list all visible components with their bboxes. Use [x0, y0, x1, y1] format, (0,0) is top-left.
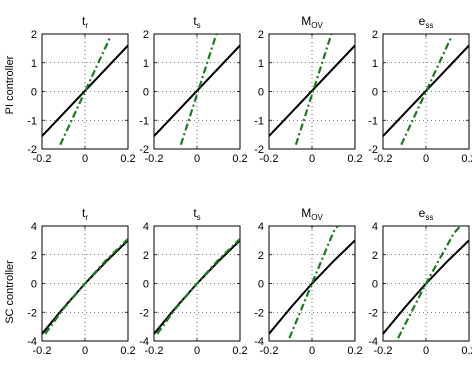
- chart-title: tr: [82, 206, 88, 222]
- panel-0-2: -0.2 0 0.2 -2 -1 0 1 2 MOV: [254, 14, 362, 165]
- series-line-dashdot: [44, 238, 128, 335]
- y-tick-label-3: 2: [143, 250, 149, 262]
- chart-title: ess: [419, 206, 434, 222]
- panels-group: -0.2 0 0.2 -2 -1 0 1 2 tr -0.2 0 0.2 -2 -1 0 1 2 ts -0.2 0 0…: [27, 14, 472, 357]
- y-tick-label-4: 4: [258, 221, 264, 233]
- x-tick-label-2: 0.2: [120, 153, 135, 165]
- row-ylabel-pi: PI controller: [4, 55, 16, 114]
- y-tick-label-2: 0: [258, 87, 264, 99]
- series-line-solid: [269, 44, 355, 137]
- series-line-dashdot: [400, 37, 452, 146]
- y-tick-label-2: 0: [31, 87, 37, 99]
- y-tick-label-3: 1: [143, 58, 149, 70]
- chart-title: ts: [193, 14, 200, 30]
- series-line-solid: [383, 44, 469, 137]
- y-tick-label-4: 2: [31, 29, 37, 41]
- y-tick-label-0: -4: [27, 336, 37, 348]
- y-tick-label-3: 1: [258, 58, 264, 70]
- x-tick-label-1: 0: [423, 345, 429, 357]
- y-tick-label-1: -1: [368, 115, 378, 127]
- x-tick-label-0: -0.2: [374, 345, 393, 357]
- x-tick-label-2: 0.2: [347, 153, 362, 165]
- x-tick-label-1: 0: [194, 153, 200, 165]
- y-tick-label-0: -2: [368, 144, 378, 156]
- x-tick-label-1: 0: [423, 153, 429, 165]
- y-tick-label-1: -2: [139, 307, 149, 319]
- y-tick-label-3: 1: [31, 58, 37, 70]
- series-line-dashdot: [179, 34, 218, 146]
- x-tick-label-1: 0: [82, 345, 88, 357]
- panel-1-3: -0.2 0 0.2 -4 -2 0 2 4 ess: [368, 206, 472, 357]
- x-tick-label-1: 0: [309, 345, 315, 357]
- x-tick-label-2: 0.2: [232, 345, 247, 357]
- panel-0-3: -0.2 0 0.2 -2 -1 0 1 2 ess: [368, 14, 472, 165]
- panel-0-1: -0.2 0 0.2 -2 -1 0 1 2 ts: [139, 14, 247, 165]
- y-tick-label-4: 4: [372, 221, 378, 233]
- panel-1-2: -0.2 0 0.2 -4 -2 0 2 4 MOV: [254, 206, 362, 357]
- y-tick-label-0: -4: [139, 336, 149, 348]
- x-tick-label-1: 0: [82, 153, 88, 165]
- y-tick-label-2: 0: [372, 279, 378, 291]
- row-ylabel-sc: SC controller: [4, 260, 16, 324]
- y-tick-label-0: -4: [368, 336, 378, 348]
- panel-1-0: -0.2 0 0.2 -4 -2 0 2 4 tr: [27, 206, 135, 357]
- series-line-dashdot: [294, 34, 333, 146]
- y-tick-label-0: -2: [27, 144, 37, 156]
- chart-title: tr: [82, 14, 88, 30]
- x-tick-label-2: 0.2: [232, 153, 247, 165]
- y-tick-label-3: 2: [258, 250, 264, 262]
- y-tick-label-4: 4: [143, 221, 149, 233]
- x-tick-label-0: -0.2: [145, 153, 164, 165]
- x-tick-label-2: 0.2: [461, 153, 472, 165]
- x-tick-label-2: 0.2: [120, 345, 135, 357]
- series-line-solid: [42, 44, 128, 137]
- x-tick-label-0: -0.2: [260, 345, 279, 357]
- y-tick-label-1: -1: [139, 115, 149, 127]
- y-tick-label-4: 2: [372, 29, 378, 41]
- y-tick-label-0: -2: [254, 144, 264, 156]
- y-tick-label-1: -2: [27, 307, 37, 319]
- chart-title: MOV: [301, 14, 323, 30]
- series-line-dashdot: [156, 238, 240, 335]
- y-tick-label-1: -1: [254, 115, 264, 127]
- y-tick-label-1: -1: [27, 115, 37, 127]
- series-line-dashdot: [288, 226, 339, 339]
- y-tick-label-4: 2: [258, 29, 264, 41]
- y-tick-label-3: 2: [31, 250, 37, 262]
- chart-title: ess: [419, 14, 434, 30]
- y-tick-label-2: 0: [31, 279, 37, 291]
- x-tick-label-0: -0.2: [374, 153, 393, 165]
- x-tick-label-0: -0.2: [33, 345, 52, 357]
- y-tick-label-0: -2: [139, 144, 149, 156]
- x-tick-label-0: -0.2: [260, 153, 279, 165]
- chart-title: ts: [193, 206, 200, 222]
- series-line-dashdot: [397, 226, 462, 339]
- x-tick-label-0: -0.2: [33, 153, 52, 165]
- x-tick-label-2: 0.2: [347, 345, 362, 357]
- series-line-solid: [269, 239, 355, 335]
- y-tick-label-2: 0: [143, 279, 149, 291]
- y-tick-label-3: 2: [372, 250, 378, 262]
- y-tick-label-4: 4: [31, 221, 37, 233]
- x-tick-label-0: -0.2: [145, 345, 164, 357]
- x-tick-label-2: 0.2: [461, 345, 472, 357]
- chart-title: MOV: [301, 206, 323, 222]
- panel-1-1: -0.2 0 0.2 -4 -2 0 2 4 ts: [139, 206, 247, 357]
- x-tick-label-1: 0: [194, 345, 200, 357]
- y-tick-label-2: 0: [372, 87, 378, 99]
- y-tick-label-3: 1: [372, 58, 378, 70]
- y-tick-label-0: -4: [254, 336, 264, 348]
- series-line-solid: [154, 44, 240, 137]
- y-tick-label-4: 2: [143, 29, 149, 41]
- series-line-dashdot: [59, 37, 111, 146]
- panel-0-0: -0.2 0 0.2 -2 -1 0 1 2 tr: [27, 14, 135, 165]
- y-tick-label-1: -2: [368, 307, 378, 319]
- y-tick-label-1: -2: [254, 307, 264, 319]
- y-tick-label-2: 0: [143, 87, 149, 99]
- x-tick-label-1: 0: [309, 153, 315, 165]
- y-tick-label-2: 0: [258, 279, 264, 291]
